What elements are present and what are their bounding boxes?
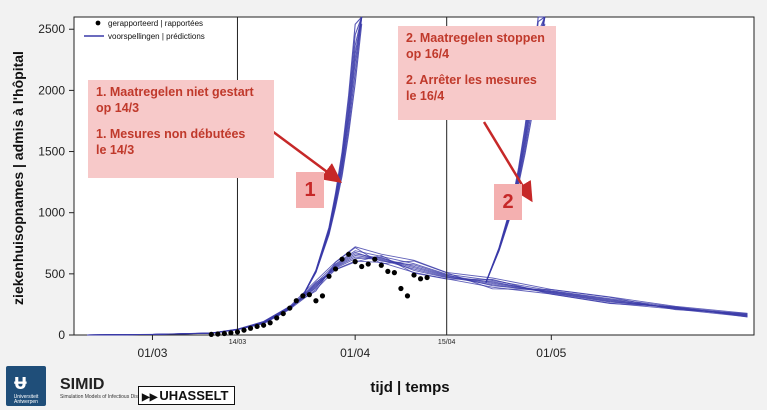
legend-marker-reported — [95, 20, 101, 26]
x-tick-label: 01/04 — [340, 346, 370, 360]
reported-point — [293, 298, 299, 304]
y-axis: 0 500 1000 1500 2000 2500 — [38, 22, 74, 342]
annotation-1-line-4: le 14/3 — [96, 143, 135, 157]
vertical-line-label: 15/04 — [438, 339, 456, 346]
reported-point — [365, 261, 371, 267]
legend-label-prediction: voorspellingen | prédictions — [108, 32, 205, 41]
reported-point — [280, 310, 286, 317]
reported-point — [385, 268, 391, 274]
annotation-1-line-2: op 14/3 — [96, 101, 140, 115]
reported-point — [391, 270, 397, 276]
reported-point — [274, 315, 280, 321]
simid-subtitle: Simulation Models of Infectious Diseases — [60, 394, 152, 400]
x-axis-label: tijd | temps — [370, 379, 449, 396]
reported-point — [267, 320, 273, 326]
annotation-box-2: 2. Maatregelen stoppen op 16/4 2. Arrête… — [398, 26, 556, 120]
scenario-marker-1: 1 — [296, 172, 324, 208]
y-axis-label: ziekenhuisopnames | admis à l'hôpital — [10, 51, 26, 305]
university-logo-glyph: ᵾ — [14, 369, 27, 394]
reported-point — [378, 262, 384, 268]
reported-point — [208, 331, 214, 337]
footer: ᵾ Universiteit Antwerpen SIMID Simulatio… — [0, 362, 767, 410]
reported-point — [313, 298, 319, 304]
play-forward-icon: ▶▶ — [142, 392, 158, 403]
reported-point — [417, 276, 424, 282]
annotation-2-spacer — [406, 62, 556, 72]
scenario-marker-2: 2 — [494, 184, 522, 220]
reported-points — [208, 251, 430, 337]
reported-point — [326, 273, 332, 279]
simid-logo: SIMID — [60, 376, 105, 393]
annotation-1-spacer — [96, 116, 274, 126]
annotation-2-line-4: le 16/4 — [406, 89, 445, 103]
uhasselt-logo: ▶▶ UHASSELT — [138, 386, 235, 405]
reported-point — [234, 329, 241, 335]
reported-point — [287, 305, 293, 311]
y-tick-label: 0 — [58, 328, 65, 342]
reported-point — [241, 327, 247, 333]
x-axis: 01/03 01/04 01/05 — [137, 335, 567, 360]
reported-point — [398, 285, 404, 292]
reported-point — [339, 256, 345, 262]
legend: gerapporteerd | rapportées voorspellingen… — [84, 19, 205, 41]
annotation-2-line-1: 2. Maatregelen stoppen — [406, 31, 545, 45]
y-tick-label: 2000 — [38, 83, 65, 97]
reported-point — [300, 293, 306, 299]
reported-point — [332, 266, 339, 272]
annotation-2-line-2: op 16/4 — [406, 47, 450, 61]
reported-point — [306, 292, 312, 298]
reported-point — [352, 259, 358, 265]
annotation-box-1: 1. Maatregelen niet gestart op 14/3 1. M… — [88, 80, 274, 178]
annotation-arrows — [267, 121, 533, 203]
university-name: Universiteit Antwerpen — [13, 394, 39, 405]
reported-point — [359, 263, 365, 270]
annotation-1-line-3: 1. Mesures non débutées — [96, 127, 246, 141]
reported-point — [372, 256, 378, 262]
reported-point — [424, 274, 430, 281]
uhasselt-label: UHASSELT — [159, 388, 229, 403]
y-tick-label: 2500 — [38, 22, 65, 36]
x-tick-label: 01/05 — [536, 346, 566, 360]
reported-point — [404, 293, 411, 299]
reported-point — [221, 330, 227, 337]
reported-point — [319, 293, 326, 299]
prediction-line — [87, 246, 748, 336]
y-tick-label: 500 — [45, 267, 65, 281]
reported-point — [411, 272, 417, 278]
legend-label-reported: gerapporteerd | rapportées — [108, 19, 203, 28]
reported-point — [247, 325, 254, 331]
reported-point — [215, 331, 221, 337]
arrow-1 — [267, 126, 343, 183]
x-tick-label: 01/03 — [137, 346, 167, 360]
reported-point — [228, 330, 234, 336]
annotation-1-line-1: 1. Maatregelen niet gestart — [96, 85, 254, 99]
reported-point — [261, 322, 267, 328]
annotation-2-line-3: 2. Arrêter les mesures — [406, 73, 537, 87]
y-tick-label: 1500 — [38, 145, 65, 159]
university-logo-icon: ᵾ Universiteit Antwerpen — [6, 366, 46, 406]
vertical-line-label: 14/03 — [229, 339, 247, 346]
arrow-2 — [482, 121, 533, 203]
y-tick-label: 1000 — [38, 206, 65, 220]
reported-point — [346, 251, 352, 257]
reported-point — [254, 323, 260, 330]
